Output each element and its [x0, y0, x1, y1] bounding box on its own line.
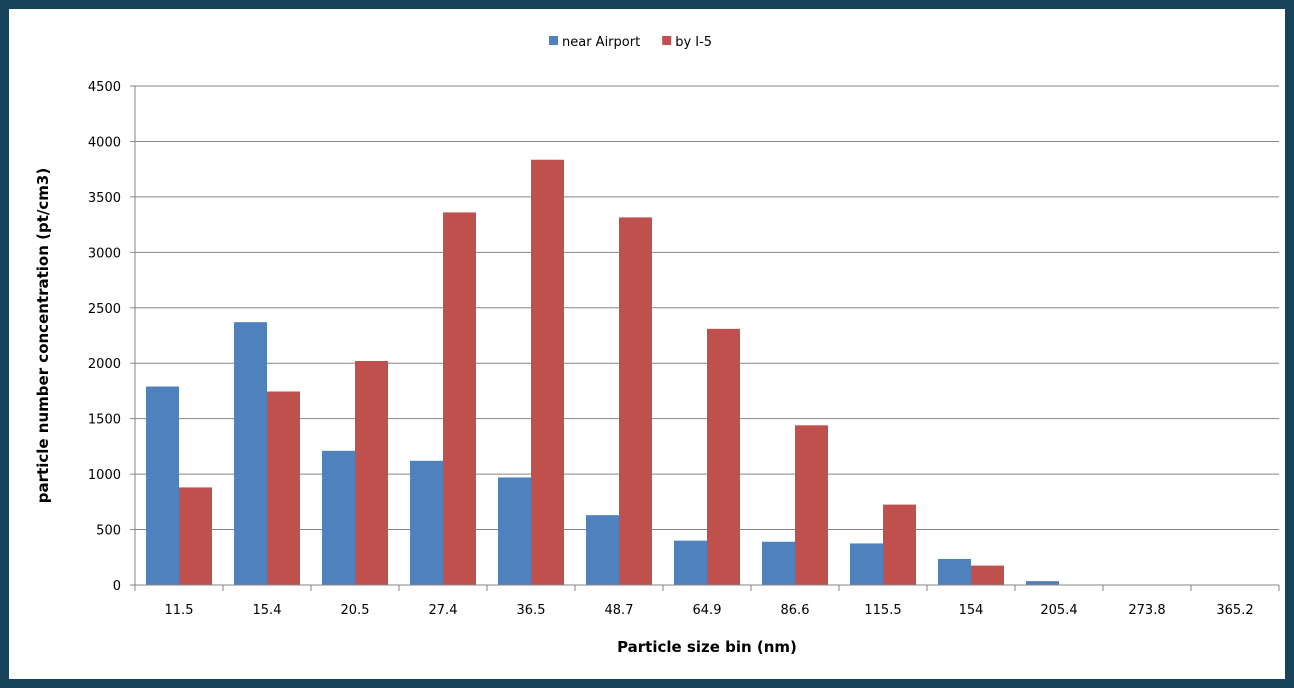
bar-by-i5 [707, 328, 740, 585]
y-tick-label: 500 [96, 524, 121, 539]
bar-near-airport [850, 543, 883, 585]
chart-frame: near Airport by I-5 0 500 1000 1500 2000 2500 3… [9, 9, 1285, 679]
legend: near Airport by I-5 [549, 35, 712, 50]
x-tick-label: 36.5 [517, 603, 546, 618]
y-tick-label: 4500 [88, 80, 121, 95]
bar-near-airport [674, 540, 707, 585]
bar-by-i5 [355, 361, 388, 585]
legend-label: by I-5 [675, 35, 712, 50]
y-tick-label: 0 [113, 579, 121, 594]
bar-by-i5 [619, 217, 652, 586]
legend-label: near Airport [562, 35, 640, 50]
x-tick-label: 27.4 [429, 603, 458, 618]
bar-near-airport [1026, 581, 1059, 585]
bar-near-airport [762, 541, 795, 585]
y-tick-label: 1500 [88, 413, 121, 428]
y-tick-label: 2000 [88, 357, 121, 372]
y-axis-title: particle number concentration (pt/cm3) [34, 168, 52, 503]
legend-swatch [662, 36, 672, 45]
bars [146, 159, 1059, 586]
x-tick-labels: 11.5 15.4 20.5 27.4 36.5 48.7 64.9 86.6 115.5 154… [165, 603, 1254, 618]
y-tick-label: 3000 [88, 246, 121, 261]
bar-near-airport [410, 460, 443, 585]
bar-by-i5 [179, 487, 212, 585]
bar-by-i5 [883, 504, 916, 585]
bar-by-i5 [443, 212, 476, 585]
x-tick-label: 273.8 [1128, 603, 1165, 618]
bar-near-airport [146, 386, 179, 585]
x-tick-label: 154 [959, 603, 984, 618]
y-tick-label: 1000 [88, 468, 121, 483]
legend-swatch [549, 36, 558, 45]
x-tick-label: 205.4 [1040, 603, 1077, 618]
bar-chart: near Airport by I-5 0 500 1000 1500 2000 2500 3… [34, 35, 1280, 656]
x-tick-label: 86.6 [781, 603, 810, 618]
y-tick-label: 3500 [88, 191, 121, 206]
y-tick-label: 4000 [88, 135, 121, 150]
bar-near-airport [938, 558, 971, 585]
y-tick-label: 2500 [88, 302, 121, 317]
bar-by-i5 [971, 565, 1004, 585]
x-tick-label: 15.4 [253, 603, 282, 618]
bar-near-airport [586, 515, 619, 585]
y-tick-labels: 0 500 1000 1500 2000 2500 3000 3500 4000 4500 [88, 80, 121, 594]
x-tick-label: 48.7 [605, 603, 634, 618]
bar-near-airport [498, 477, 531, 585]
x-tick-label: 64.9 [693, 603, 722, 618]
bar-near-airport [234, 322, 267, 585]
bar-by-i5 [795, 425, 828, 585]
x-tick-label: 365.2 [1216, 603, 1253, 618]
x-tick-label: 11.5 [165, 603, 194, 618]
bar-by-i5 [531, 159, 564, 586]
x-tick-label: 20.5 [341, 603, 370, 618]
bar-by-i5 [267, 391, 300, 585]
axes [130, 85, 1280, 591]
x-tick-label: 115.5 [864, 603, 901, 618]
bar-near-airport [322, 450, 355, 585]
x-axis-title: Particle size bin (nm) [617, 638, 797, 656]
